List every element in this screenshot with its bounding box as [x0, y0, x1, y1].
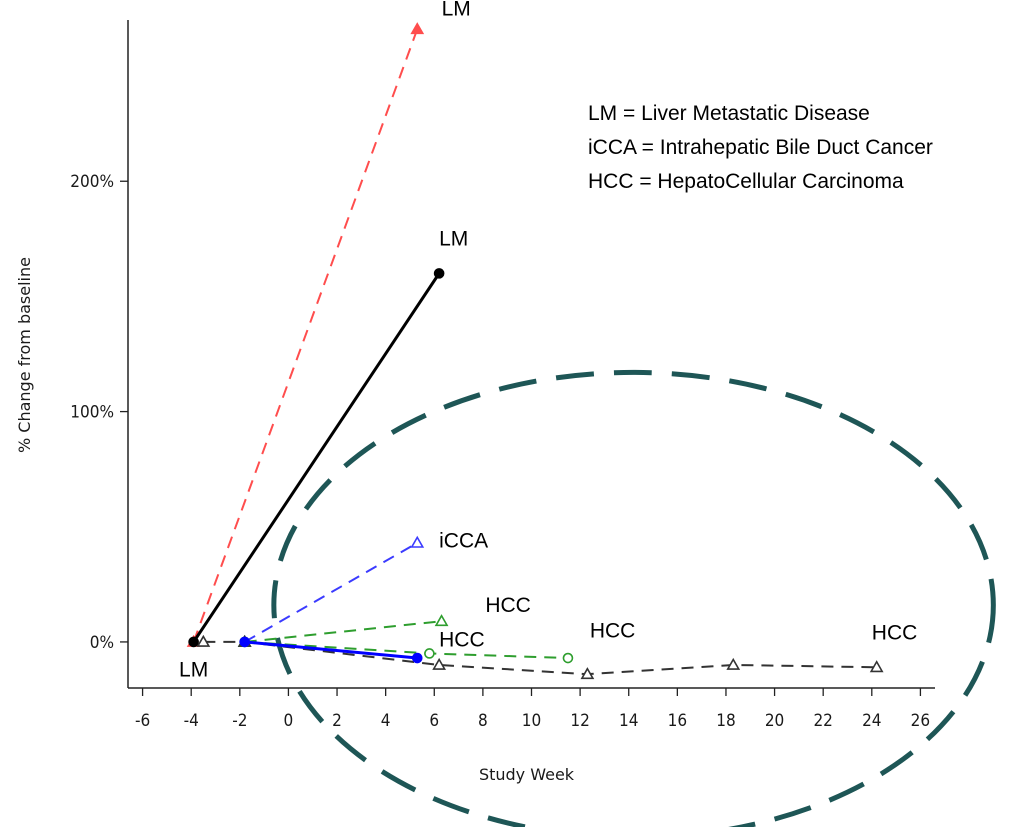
legend-entry: LM = Liver Metastatic Disease — [588, 102, 870, 125]
x-tick-label: 6 — [429, 711, 439, 731]
highlight-layer — [271, 369, 996, 827]
data-point — [562, 652, 574, 664]
series-line-0 — [192, 28, 419, 643]
y-axis-title: % Change from baseline — [15, 257, 34, 453]
data-point — [434, 614, 449, 627]
series-line-6 — [244, 640, 418, 660]
y-tick-label: 100% — [70, 403, 114, 423]
data-point — [410, 22, 425, 35]
data-point — [869, 660, 884, 673]
x-tick-label: 4 — [381, 711, 391, 731]
data-point — [433, 268, 445, 279]
x-tick-label: 16 — [668, 711, 687, 731]
annotation-label: HCC — [590, 619, 636, 642]
x-tick-label: 24 — [862, 711, 881, 731]
x-tick-label: 10 — [522, 711, 541, 731]
legend-entry: HCC = HepatoCellular Carcinoma — [588, 170, 904, 193]
annotation-label: HCC — [439, 629, 485, 652]
x-tick-label: 22 — [813, 711, 832, 731]
annotation-label: HCC — [872, 622, 918, 645]
data-point — [188, 636, 199, 648]
x-tick-label: 0 — [284, 711, 294, 731]
series-line-5 — [203, 640, 877, 676]
y-tick-label: 200% — [70, 172, 114, 192]
data-point — [239, 636, 250, 648]
annotation-label: LM — [179, 658, 208, 681]
annotation-label: iCCA — [439, 529, 488, 552]
highlight-ellipse — [271, 369, 996, 827]
series-line-2 — [244, 542, 418, 643]
data-point — [410, 535, 425, 548]
x-tick-label: 8 — [478, 711, 488, 731]
series-line-3 — [244, 620, 442, 643]
x-tick-label: -6 — [135, 711, 150, 731]
x-tick-label: -2 — [232, 711, 247, 731]
series-line-1 — [192, 272, 441, 643]
x-tick-label: 18 — [716, 711, 735, 731]
legend-entry: iCCA = Intrahepatic Bile Duct Cancer — [588, 136, 933, 159]
data-point — [580, 667, 595, 680]
x-tick-label: 20 — [765, 711, 784, 731]
data-point — [411, 652, 423, 664]
x-tick-label: -4 — [184, 711, 199, 731]
data-point — [424, 648, 435, 659]
y-tick-label: 0% — [90, 633, 114, 653]
x-tick-label: 26 — [911, 711, 930, 731]
annotation-label: HCC — [485, 594, 531, 617]
annotation-label: LM — [439, 228, 468, 251]
data-point — [432, 657, 447, 670]
x-axis-title: Study Week — [479, 765, 575, 784]
x-tick-label: 14 — [619, 711, 638, 731]
series-layer — [186, 22, 884, 680]
data-point — [196, 634, 211, 647]
legend: LM = Liver Metastatic Disease iCCA = Intr… — [588, 102, 933, 193]
annotation-label: LM — [442, 0, 471, 20]
axes: -6 -4 -2 0 2 4 6 8 10 12 14 16 18 20 22 24 260%100%200%S… — [15, 20, 935, 784]
x-tick-label: 2 — [332, 711, 342, 731]
x-tick-label: 12 — [570, 711, 589, 731]
data-point — [726, 657, 741, 670]
